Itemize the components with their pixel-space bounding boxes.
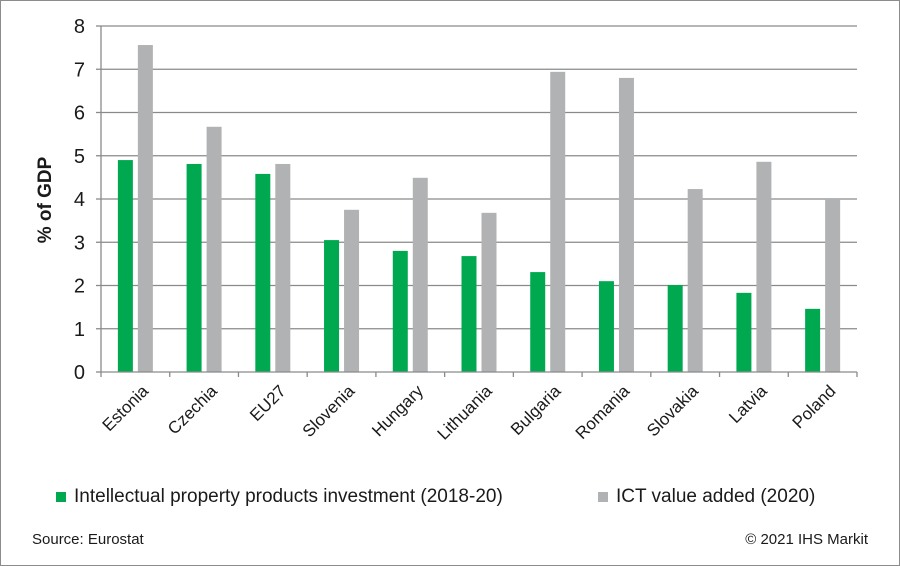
legend-swatch-gray: [598, 492, 608, 502]
axes: [100, 26, 858, 377]
bar-ip-investment-slovenia: [324, 240, 340, 372]
bar-ip-investment-bulgaria: [530, 272, 546, 372]
y-tick-label: 1: [74, 319, 85, 341]
y-tick-label: 6: [74, 103, 85, 125]
x-tick-label: Czechia: [164, 381, 221, 438]
y-tick-label: 2: [74, 276, 85, 298]
legend-swatch-green: [56, 492, 66, 502]
legend-label: Intellectual property products investmen…: [74, 486, 503, 507]
bar-ict-value-added-czechia: [206, 126, 222, 373]
x-tick-label: Hungary: [368, 381, 427, 440]
bar-ip-investment-latvia: [736, 292, 752, 372]
bar-ip-investment-czechia: [186, 163, 202, 372]
x-tick-label: Slovakia: [643, 381, 702, 440]
x-tick-label: Poland: [789, 381, 840, 432]
bar-ip-investment-poland: [805, 308, 821, 372]
bar-ip-investment-hungary: [392, 250, 408, 372]
bar-ip-investment-slovakia: [667, 285, 683, 372]
bar-ict-value-added-hungary: [412, 177, 428, 372]
y-tick-labels: 0 1 2 3 4 5 6 7 8: [74, 16, 85, 384]
bar-ict-value-added-bulgaria: [550, 71, 566, 372]
bar-ict-value-added-latvia: [756, 161, 772, 372]
y-tick-label: 7: [74, 59, 85, 81]
y-axis-label: % of GDP: [35, 156, 56, 243]
gridlines: [96, 25, 857, 373]
x-tick-labels: Estonia Czechia EU27 Slovenia Hungary Lithuan…: [99, 381, 840, 444]
source-note: Source: Eurostat: [32, 531, 144, 548]
bar-ict-value-added-lithuania: [481, 212, 497, 372]
legend-item-ict-value-added: ICT value added (2020): [598, 486, 815, 508]
x-tick-label: Bulgaria: [507, 381, 565, 439]
x-tick-label: Romania: [572, 381, 634, 443]
bar-ip-investment-eu27: [255, 173, 271, 372]
legend-item-ip-investment: Intellectual property products investmen…: [56, 486, 503, 508]
y-tick-label: 0: [74, 362, 85, 384]
bar-ip-investment-romania: [598, 281, 614, 372]
legend-label: ICT value added (2020): [616, 486, 816, 507]
y-tick-label: 3: [74, 232, 85, 254]
bar-ict-value-added-slovenia: [344, 209, 360, 372]
y-tick-label: 8: [74, 16, 85, 38]
bar-ip-investment-lithuania: [461, 256, 477, 372]
bar-ict-value-added-estonia: [137, 45, 153, 372]
y-tick-label: 5: [74, 146, 85, 168]
bar-ict-value-added-poland: [825, 199, 841, 372]
x-tick-label: Lithuania: [434, 381, 497, 444]
x-tick-label: Latvia: [725, 381, 771, 427]
bar-ict-value-added-romania: [618, 77, 634, 373]
copyright-note: © 2021 IHS Markit: [745, 531, 868, 548]
bar-ip-investment-estonia: [117, 160, 133, 372]
bars: [117, 45, 841, 373]
x-tick-label: Slovenia: [299, 381, 359, 441]
bar-ict-value-added-slovakia: [687, 189, 703, 372]
bar-ict-value-added-eu27: [275, 163, 291, 372]
x-tick-label: EU27: [246, 381, 290, 425]
y-tick-label: 4: [74, 189, 85, 211]
x-tick-label: Estonia: [99, 381, 153, 435]
